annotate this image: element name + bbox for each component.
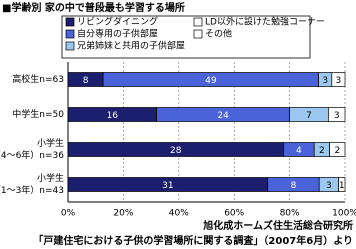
x-tick-label: 0%: [61, 209, 76, 219]
data-label: 3: [334, 111, 340, 121]
x-tick-label: 40%: [169, 209, 189, 219]
y-tick-label: （1～3年）n=43: [0, 184, 64, 196]
legend-swatch: [65, 17, 75, 27]
bar-segment: [331, 72, 346, 87]
x-tick-label: 80%: [280, 209, 300, 219]
bar-segment: [329, 142, 346, 157]
x-tick-label: 20%: [113, 209, 133, 219]
legend-label: 兄弟姉妹と共用の子供部屋: [77, 40, 185, 52]
data-label: 3: [326, 181, 332, 191]
data-label: 2: [334, 146, 340, 156]
data-label: 16: [107, 111, 119, 121]
x-tick-label: 100%: [332, 209, 356, 219]
data-label: 3: [322, 76, 328, 86]
data-label: 24: [217, 111, 229, 121]
y-tick-label: （4～6年）n=36: [0, 149, 64, 161]
data-label: 1: [339, 181, 345, 191]
x-tick-label: 60%: [224, 209, 244, 219]
legend-swatch: [193, 17, 203, 27]
data-label: 49: [205, 76, 217, 86]
legend-label: 自分専用の子供部屋: [77, 28, 158, 40]
y-tick-label: 小学生: [37, 137, 64, 149]
legend-swatch: [65, 29, 75, 39]
source: 旭化成ホームズ住生活総合研究所: [202, 219, 353, 232]
data-label: 8: [291, 181, 297, 191]
legend-label: LD以外に設けた勉強コーナー: [205, 16, 325, 28]
bar-segment: [328, 107, 346, 122]
data-label: 3: [336, 76, 342, 86]
legend-label: リビングダイニング: [77, 16, 158, 28]
y-tick-label: 中学生n=50: [12, 108, 64, 120]
data-label: 4: [296, 146, 302, 156]
source: 「戸建住宅における子供の学習場所に関する調査」（2007年6月）より: [33, 234, 353, 247]
legend-swatch: [65, 41, 75, 51]
legend-label: その他: [205, 28, 232, 40]
legend-swatch: [193, 29, 203, 39]
bar-segment: [338, 177, 346, 192]
data-label: 8: [83, 76, 89, 86]
y-tick-label: 高校生n=63: [12, 73, 64, 85]
y-tick-label: 小学生: [37, 172, 64, 184]
data-label: 31: [162, 181, 173, 191]
legend-box: [61, 15, 311, 59]
data-label: 7: [306, 111, 312, 121]
data-label: 2: [319, 146, 325, 156]
data-label: 28: [170, 146, 182, 156]
chart-title: ■学齢別 家の中で普段最も学習する場所: [2, 1, 185, 14]
